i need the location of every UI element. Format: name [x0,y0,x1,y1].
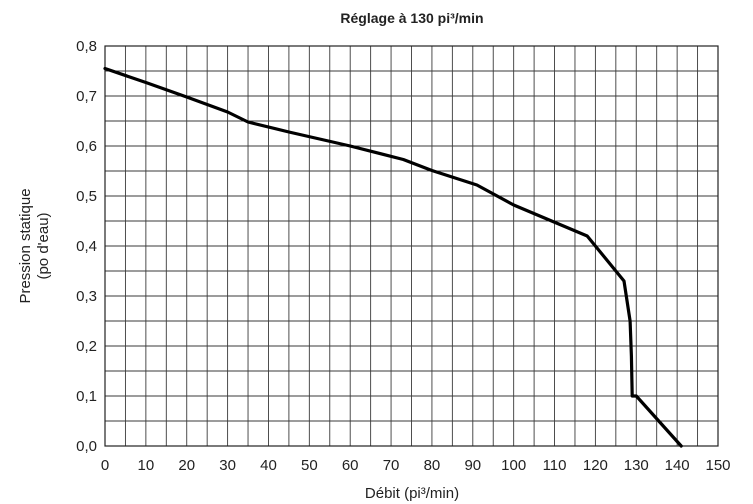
x-tick-label: 30 [219,457,236,474]
x-tick-label: 60 [342,457,359,474]
chart-title: Réglage à 130 pi³/min [340,10,483,26]
y-tick-label: 0,2 [76,338,97,355]
x-tick-label: 40 [260,457,277,474]
y-axis-label-line1: Pression statique [17,188,34,303]
y-tick-label: 0,4 [76,238,97,255]
y-axis-label-line2: (po d'eau) [35,212,52,279]
x-tick-label: 130 [624,457,649,474]
x-tick-labels: 0 10 20 30 40 50 60 70 80 90 100 110 120 130 140 150 [101,457,731,474]
x-axis-label: Débit (pi³/min) [365,485,459,502]
y-tick-label: 0,5 [76,188,97,205]
x-tick-label: 80 [424,457,441,474]
y-tick-labels: 0,0 0,1 0,2 0,3 0,4 0,5 0,6 0,7 0,8 [76,38,97,455]
series-line [103,66,683,448]
x-tick-label: 140 [665,457,690,474]
x-tick-label: 110 [543,457,567,474]
y-tick-label: 0,7 [76,88,97,105]
y-tick-label: 0,1 [76,388,97,405]
x-tick-label: 70 [383,457,400,474]
y-tick-label: 0,3 [76,288,97,305]
x-tick-label: 20 [178,457,195,474]
x-tick-label: 50 [301,457,318,474]
y-tick-label: 0,0 [76,438,97,455]
plot-frame [104,45,719,447]
y-axis-label: Pression statique (po d'eau) [17,188,52,303]
y-tick-label: 0,8 [76,38,97,55]
x-tick-label: 120 [583,457,608,474]
plot-area [103,66,683,448]
y-tick-label: 0,6 [76,138,97,155]
x-tick-label: 150 [705,457,730,474]
x-tick-label: 10 [138,457,155,474]
x-tick-label: 0 [101,457,109,474]
grid [104,45,719,447]
x-tick-label: 90 [464,457,481,474]
x-tick-label: 100 [501,457,526,474]
